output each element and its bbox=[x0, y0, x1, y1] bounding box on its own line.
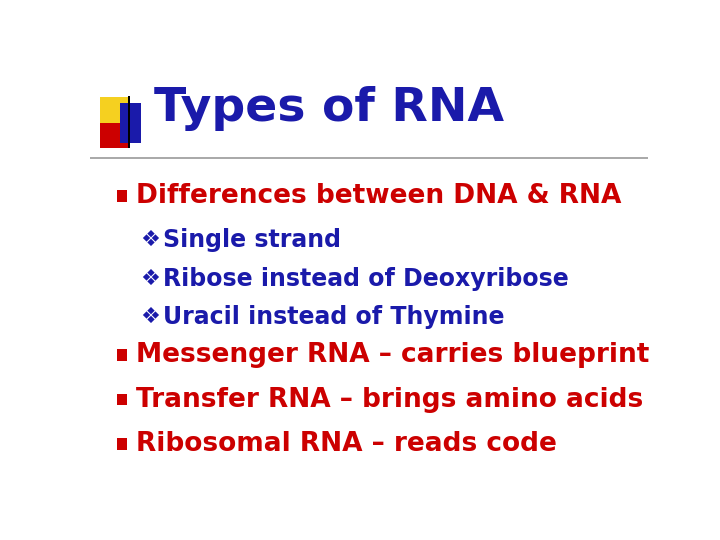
Text: Transfer RNA – brings amino acids: Transfer RNA – brings amino acids bbox=[136, 387, 643, 413]
Text: Ribose instead of Deoxyribose: Ribose instead of Deoxyribose bbox=[163, 267, 568, 291]
Bar bbox=[120, 103, 141, 143]
Bar bbox=[117, 394, 127, 406]
Bar bbox=[117, 438, 127, 450]
Text: Types of RNA: Types of RNA bbox=[154, 86, 504, 131]
Bar bbox=[100, 97, 129, 125]
Text: ❖: ❖ bbox=[140, 307, 161, 327]
Bar bbox=[117, 349, 127, 361]
Text: Ribosomal RNA – reads code: Ribosomal RNA – reads code bbox=[136, 431, 557, 457]
Bar bbox=[117, 190, 127, 201]
Bar bbox=[128, 96, 130, 148]
Text: Single strand: Single strand bbox=[163, 228, 341, 252]
Text: Differences between DNA & RNA: Differences between DNA & RNA bbox=[136, 183, 621, 209]
Text: ❖: ❖ bbox=[140, 230, 161, 250]
Text: ❖: ❖ bbox=[140, 268, 161, 288]
Text: Messenger RNA – carries blueprint: Messenger RNA – carries blueprint bbox=[136, 342, 649, 368]
Bar bbox=[100, 123, 129, 148]
Text: Uracil instead of Thymine: Uracil instead of Thymine bbox=[163, 305, 504, 329]
